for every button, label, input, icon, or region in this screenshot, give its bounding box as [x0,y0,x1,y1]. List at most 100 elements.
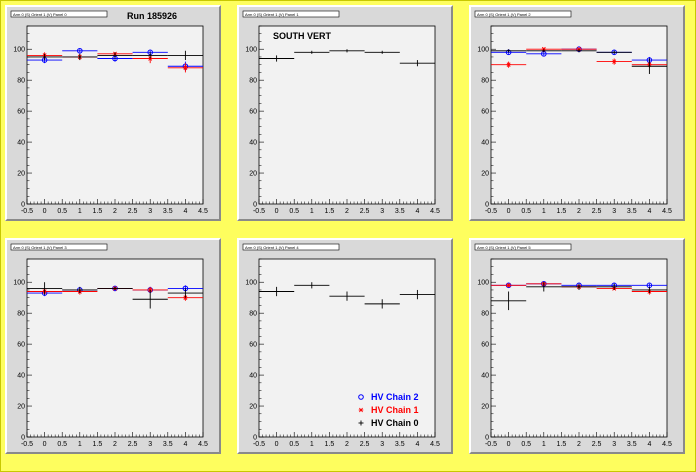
title-box [10,243,108,251]
data-point [611,59,617,64]
y-tick-label: 100 [13,47,25,54]
x-tick-label: 1.5 [557,208,567,215]
x-tick-label: 4 [415,441,419,448]
y-tick-label: 80 [17,311,25,318]
x-tick-label: 4 [183,441,187,448]
x-tick-label: 3.5 [627,441,637,448]
y-tick-label: 20 [249,171,257,178]
x-tick-label: 0.5 [57,208,67,215]
x-tick-label: 4.5 [430,441,440,448]
x-tick-label: 2.5 [128,208,138,215]
plot-svg-1: Arm 0 (S) Orient 1 (V) Panel 1-0.5 0 0.5 1 1… [242,10,440,215]
x-tick-label: 2.5 [360,441,370,448]
x-tick-label: 4 [647,208,651,215]
y-tick-label: 40 [481,140,489,147]
x-tick-label: 4.5 [430,208,440,215]
x-tick-label: 3 [380,441,384,448]
chart-annotation: SOUTH VERT [273,31,332,41]
plot-pad-2[interactable]: Arm 0 (S) Orient 1 (V) Panel 2 -0.5 0 0.5 1 1… [469,5,685,221]
legend-marker [358,394,364,400]
x-tick-label: 1.5 [93,208,103,215]
x-tick-label: 4.5 [662,208,672,215]
x-tick-label: 3.5 [163,441,173,448]
x-tick-label: 1 [78,208,82,215]
x-tick-label: 4.5 [198,208,208,215]
y-tick-label: 100 [13,280,25,287]
plot-pad-3[interactable]: Arm 0 (S) Orient 1 (V) Panel 3 -0.5 0 0.5 1 1… [5,238,221,454]
star-stroke [506,62,511,67]
x-tick-label: 2.5 [360,208,370,215]
legend-label: HV Chain 0 [371,418,419,428]
y-tick-label: 0 [485,435,489,442]
y-tick-label: 20 [481,171,489,178]
x-tick-label: 0.5 [521,208,531,215]
star-stroke [506,283,511,288]
x-tick-label: 0.5 [289,441,299,448]
y-tick-label: 80 [249,311,257,318]
data-point [506,283,511,288]
y-tick-label: 0 [485,202,489,209]
y-tick-label: 0 [253,435,257,442]
x-tick-label: 4 [647,441,651,448]
star-stroke [148,287,153,293]
x-tick-label: 4.5 [198,441,208,448]
legend-marker [359,407,363,413]
x-tick-label: 0 [507,441,511,448]
plot-svg-2: Arm 0 (S) Orient 1 (V) Panel 2-0.5 0 0.5 1 1… [474,10,672,215]
y-tick-label: 100 [477,280,489,287]
x-tick-label: -0.5 [21,441,33,448]
plot-pad-4[interactable]: Arm 0 (S) Orient 1 (V) Panel 4 -0.5 0 0.5 1 1… [237,238,453,454]
plot-frame [258,258,436,438]
title-box [242,243,340,251]
plot-svg-4: Arm 0 (S) Orient 1 (V) Panel 4-0.5 0 0.5 1 1… [242,243,440,448]
x-tick-label: 3.5 [395,441,405,448]
x-tick-label: -0.5 [253,208,265,215]
y-tick-label: 60 [249,342,257,349]
y-tick-label: 80 [481,311,489,318]
x-tick-label: 2.5 [592,208,602,215]
x-tick-label: 1.5 [93,441,103,448]
title-box [10,10,108,18]
x-tick-label: 0 [43,208,47,215]
y-tick-label: 80 [249,78,257,85]
plot-pad-0[interactable]: Arm 0 (S) Orient 1 (V) Panel 0 -0.5 0 0.5 1 1… [5,5,221,221]
chart-title: Arm 0 (S) Orient 1 (V) Panel 0 [13,12,67,17]
data-point [147,287,153,293]
data-point [506,62,511,67]
y-tick-label: 40 [481,373,489,380]
x-tick-label: 4 [415,208,419,215]
y-tick-label: 20 [249,404,257,411]
chart-title: Arm 0 (S) Orient 1 (V) Panel 2 [477,12,531,17]
x-tick-label: 0 [275,441,279,448]
y-tick-label: 100 [245,47,257,54]
plot-svg-3: Arm 0 (S) Orient 1 (V) Panel 3-0.5 0 0.5 1 1… [10,243,208,448]
title-box [474,243,572,251]
y-tick-label: 40 [17,373,25,380]
x-tick-label: 4 [183,208,187,215]
x-tick-label: 2 [345,208,349,215]
x-tick-label: 3 [612,441,616,448]
y-tick-label: 60 [249,109,257,116]
x-tick-label: 3.5 [627,208,637,215]
x-tick-label: 0 [507,208,511,215]
x-tick-label: 2 [345,441,349,448]
x-tick-label: -0.5 [253,441,265,448]
y-tick-label: 20 [481,404,489,411]
x-tick-label: 4.5 [662,441,672,448]
x-tick-label: 1 [542,441,546,448]
x-tick-label: 3 [380,208,384,215]
y-tick-label: 100 [245,280,257,287]
x-tick-label: 2.5 [592,441,602,448]
y-tick-label: 80 [481,78,489,85]
data-point [77,47,83,54]
plot-pad-5[interactable]: Arm 0 (S) Orient 1 (V) Panel 5 -0.5 0 0.5 1 1… [469,238,685,454]
star-stroke [612,59,617,64]
title-box [474,10,572,18]
title-box [242,10,340,18]
x-tick-label: 1.5 [325,441,335,448]
plot-pad-1[interactable]: Arm 0 (S) Orient 1 (V) Panel 1 -0.5 0 0.5 1 1… [237,5,453,221]
plot-svg-5: Arm 0 (S) Orient 1 (V) Panel 5-0.5 0 0.5 1 1… [474,243,672,448]
plot-frame [258,25,436,205]
chart-title: Arm 0 (S) Orient 1 (V) Panel 4 [245,245,299,250]
